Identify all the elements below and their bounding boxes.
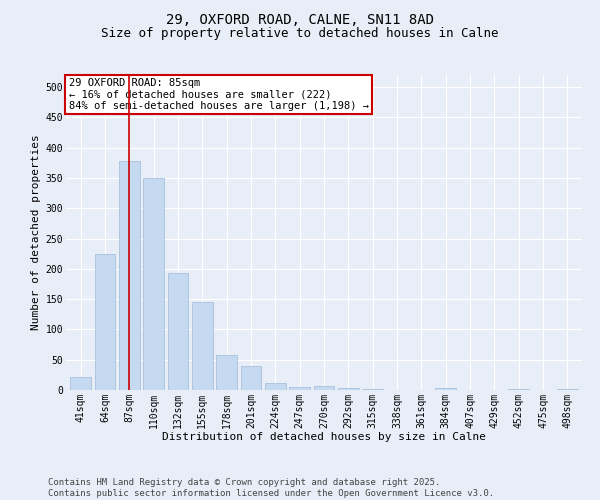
Bar <box>508 389 529 390</box>
Bar <box>289 387 310 390</box>
Bar <box>338 388 359 390</box>
Bar <box>314 386 334 390</box>
Text: Contains HM Land Registry data © Crown copyright and database right 2025.
Contai: Contains HM Land Registry data © Crown c… <box>48 478 494 498</box>
Bar <box>216 356 237 390</box>
X-axis label: Distribution of detached houses by size in Calne: Distribution of detached houses by size … <box>162 432 486 442</box>
Bar <box>70 376 91 390</box>
Bar <box>119 161 140 390</box>
Bar <box>436 388 456 390</box>
Text: Size of property relative to detached houses in Calne: Size of property relative to detached ho… <box>101 28 499 40</box>
Bar <box>192 302 212 390</box>
Text: 29, OXFORD ROAD, CALNE, SN11 8AD: 29, OXFORD ROAD, CALNE, SN11 8AD <box>166 12 434 26</box>
Bar <box>241 366 262 390</box>
Bar <box>265 384 286 390</box>
Text: 29 OXFORD ROAD: 85sqm
← 16% of detached houses are smaller (222)
84% of semi-det: 29 OXFORD ROAD: 85sqm ← 16% of detached … <box>68 78 368 112</box>
Y-axis label: Number of detached properties: Number of detached properties <box>31 134 41 330</box>
Bar <box>167 273 188 390</box>
Bar <box>143 178 164 390</box>
Bar <box>95 254 115 390</box>
